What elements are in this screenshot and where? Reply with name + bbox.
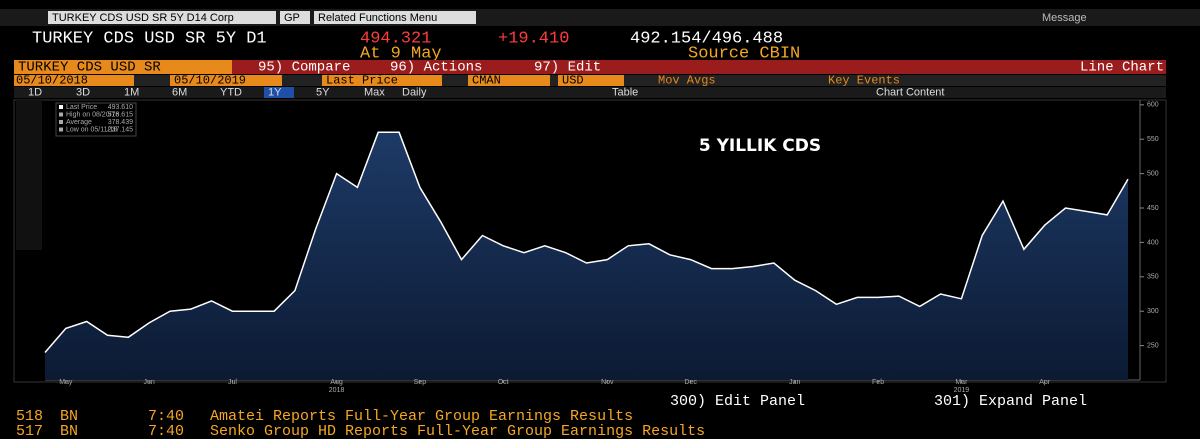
x-tick-label: Dec xyxy=(684,379,697,386)
toolbar-item[interactable]: 96) Actions xyxy=(390,60,482,76)
legend-value: 493.610 xyxy=(108,104,133,111)
quote-name: TURKEY CDS USD SR 5Y D1 xyxy=(32,29,267,48)
range-start: 05/10/2018 xyxy=(16,74,88,88)
toolbar-item[interactable]: 95) Compare xyxy=(258,60,350,76)
news-source: BN xyxy=(60,423,78,439)
menu: Related Functions Menu xyxy=(318,12,437,24)
expand-panel[interactable]: 301) Expand Panel xyxy=(934,393,1087,410)
toolbar xyxy=(14,60,1166,74)
x-tick-label: Jan xyxy=(789,379,800,386)
gp: GP xyxy=(284,12,300,24)
range-source: CMAN xyxy=(472,74,501,88)
period[interactable]: 5Y xyxy=(316,86,330,98)
news-headline[interactable]: Amatei Reports Full-Year Group Earnings … xyxy=(210,408,633,425)
x-tick-label: Mar xyxy=(955,379,968,386)
line xyxy=(44,131,1129,353)
period[interactable]: 6M xyxy=(172,86,187,98)
message[interactable]: Message xyxy=(1042,12,1087,24)
x-tick-label: Feb xyxy=(872,379,884,386)
end-field[interactable] xyxy=(170,75,282,86)
news-id: 518 xyxy=(16,408,43,425)
edit-panel[interactable]: 300) Edit Panel xyxy=(670,393,805,410)
gp-field[interactable] xyxy=(280,11,310,24)
table-button[interactable]: Table xyxy=(612,86,638,98)
legend-value: 237.145 xyxy=(108,126,133,133)
menu-field[interactable] xyxy=(314,11,476,24)
period[interactable]: 1D xyxy=(28,86,42,98)
quote-change: +19.410 xyxy=(498,29,569,48)
y-tick-label: 500 xyxy=(1147,170,1159,177)
security: TURKEY CDS USD SR 5Y D14 Corp xyxy=(52,12,234,24)
legend-box xyxy=(55,102,137,137)
quote-source: Source CBIN xyxy=(688,44,800,63)
legend-swatch xyxy=(59,105,63,109)
quote-bid-ask: 492.154/496.488 xyxy=(630,29,783,48)
x-tick-label: Jun xyxy=(143,379,154,386)
period-row xyxy=(14,87,1166,98)
legend-value: 576.615 xyxy=(108,111,133,118)
ticker-box xyxy=(14,60,232,74)
legend-label: Low on 05/11/18 xyxy=(66,126,117,133)
security-field[interactable] xyxy=(48,11,276,24)
frequency[interactable]: Daily xyxy=(402,86,427,98)
x-tick-label: Jul xyxy=(228,379,237,386)
mov-avgs[interactable]: Mov Avgs xyxy=(658,74,716,88)
y-tick-label: 550 xyxy=(1147,136,1159,143)
year-label: 2018 xyxy=(329,387,345,394)
y-tick-label: 300 xyxy=(1147,308,1159,315)
legend-swatch xyxy=(59,112,63,117)
y-tick-label: 600 xyxy=(1147,102,1159,109)
range-currency: USD xyxy=(562,74,584,88)
period-active xyxy=(264,87,294,98)
legend-label: Last Price xyxy=(66,104,97,111)
quote-at: At 9 May xyxy=(360,44,442,63)
x-tick-label: Sep xyxy=(414,379,427,386)
period[interactable]: Max xyxy=(364,86,385,98)
period[interactable]: 1M xyxy=(124,86,139,98)
legend-value: 378.439 xyxy=(108,119,133,126)
tool-strip xyxy=(16,100,42,250)
x-tick-label: Nov xyxy=(601,379,614,386)
y-tick-label: 400 xyxy=(1147,239,1159,246)
field-box[interactable] xyxy=(322,75,442,86)
period[interactable]: 1Y xyxy=(268,86,282,98)
toolbar-item[interactable]: 97) Edit xyxy=(534,60,601,76)
x-tick-label: May xyxy=(59,379,73,386)
bottom xyxy=(0,393,1200,439)
ticker: TURKEY CDS USD SR xyxy=(18,60,161,76)
y-tick-label: 250 xyxy=(1147,342,1159,349)
news-source: BN xyxy=(60,408,78,425)
x-tick-label: Oct xyxy=(498,379,509,386)
source-box[interactable] xyxy=(468,75,550,86)
chart-mode[interactable]: Line Chart xyxy=(1080,60,1164,76)
y-tick-label: 450 xyxy=(1147,205,1159,212)
period[interactable]: 3D xyxy=(76,86,90,98)
period[interactable]: YTD xyxy=(220,86,242,98)
news-time: 7:40 xyxy=(148,423,184,439)
currency-box[interactable] xyxy=(558,75,624,86)
annotation: 5 YILLIK CDS xyxy=(699,136,821,156)
news-time: 7:40 xyxy=(148,408,184,425)
year-label: 2019 xyxy=(954,387,970,394)
legend-swatch xyxy=(59,120,63,124)
start-field[interactable] xyxy=(14,75,134,86)
y-tick-label: 350 xyxy=(1147,274,1159,281)
key-events[interactable]: Key Events xyxy=(828,74,900,88)
news-headline[interactable]: Senko Group HD Reports Full-Year Group E… xyxy=(210,423,705,439)
legend-swatch xyxy=(59,127,63,132)
legend-label: High on 08/20/18 xyxy=(66,111,119,118)
chart-content[interactable]: Chart Content xyxy=(876,86,944,98)
x-tick-label: Aug xyxy=(330,379,343,386)
quote-last: 494.321 xyxy=(360,29,431,48)
area xyxy=(45,132,1128,380)
range-field: Last Price xyxy=(326,74,398,88)
range-end: 05/10/2019 xyxy=(174,74,246,88)
news-id: 517 xyxy=(16,423,43,439)
legend-label: Average xyxy=(66,119,92,126)
x-tick-label: Apr xyxy=(1039,379,1051,386)
